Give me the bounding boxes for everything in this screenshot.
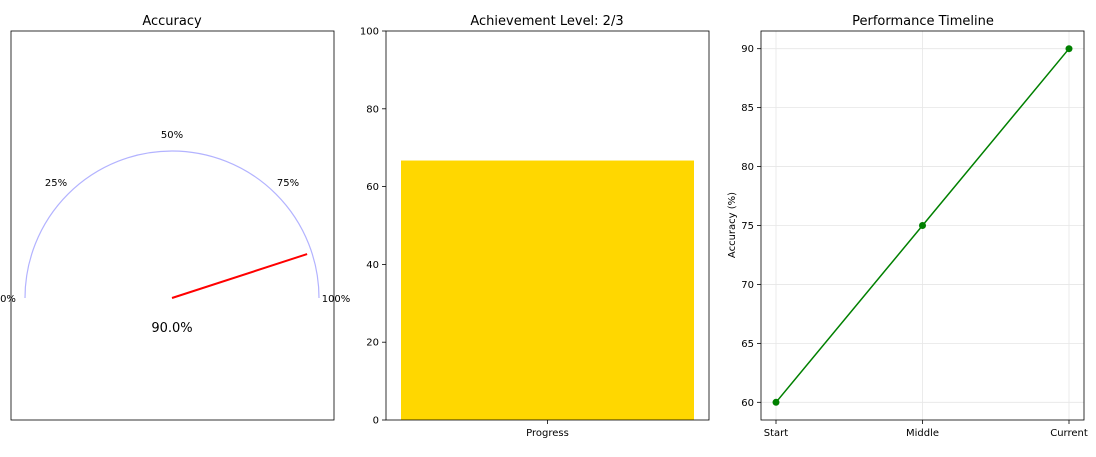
line-y-tick-label: 60 [741, 398, 754, 409]
bar-y-tick-label: 60 [366, 182, 379, 193]
line-y-axis-label: Accuracy (%) [727, 192, 738, 258]
bar-y-ticks: 0 20 40 60 80 100 [360, 27, 386, 427]
gauge-frame [10, 30, 335, 421]
gauge-needle [171, 253, 308, 299]
gauge-tick-labels: 0% 25% 50% 75% 100% [0, 130, 350, 305]
line-y-tick-label: 75 [741, 221, 754, 232]
bar-x-ticks: Progress [526, 420, 569, 439]
bar-panel: Achievement Level: 2/3 0 20 40 60 80 100 Prog… [360, 14, 710, 439]
bar-x-tick-label: Progress [526, 428, 569, 439]
line-x-ticks: Start Middle Current [764, 420, 1088, 439]
line-points [772, 45, 1073, 406]
line-y-tick-label: 85 [741, 103, 754, 114]
gauge-tick-label: 25% [45, 178, 67, 189]
line-y-tick-label: 65 [741, 339, 754, 350]
line-y-tick-label: 90 [741, 44, 754, 55]
bar-y-tick-label: 40 [366, 260, 379, 271]
bar-y-tick-label: 20 [366, 338, 379, 349]
bar-title: Achievement Level: 2/3 [470, 14, 623, 29]
line-y-tick-label: 70 [741, 280, 754, 291]
line-frame [760, 30, 1085, 421]
gauge-arc [24, 150, 320, 299]
line-x-tick-label: Middle [906, 428, 939, 439]
bar-progress [401, 160, 694, 421]
line-panel: Performance Timeline 60 65 70 75 80 85 90 Star… [727, 14, 1088, 439]
gauge-tick-label: 75% [277, 178, 299, 189]
line-grid [761, 31, 1084, 420]
gauge-tick-label: 0% [0, 294, 16, 305]
line-point [772, 398, 780, 406]
line-x-tick-label: Current [1050, 428, 1088, 439]
bar-y-tick-label: 80 [366, 104, 379, 115]
gauge-tick-label: 100% [322, 294, 351, 305]
line-point [919, 222, 926, 229]
gauge-tick-label: 50% [161, 130, 183, 141]
line-x-tick-label: Start [764, 428, 789, 439]
gauge-panel: Accuracy 0% 25% 50% 75% 100% 90.0% [0, 14, 350, 421]
line-title: Performance Timeline [852, 14, 994, 29]
bar-y-tick-label: 100 [360, 27, 379, 38]
gauge-title: Accuracy [142, 14, 202, 29]
gauge-value-label: 90.0% [151, 321, 192, 336]
bar-y-tick-label: 0 [373, 416, 379, 427]
line-y-ticks: 60 65 70 75 80 85 90 [741, 44, 761, 409]
line-y-tick-label: 80 [741, 162, 754, 173]
line-point [1065, 45, 1073, 53]
